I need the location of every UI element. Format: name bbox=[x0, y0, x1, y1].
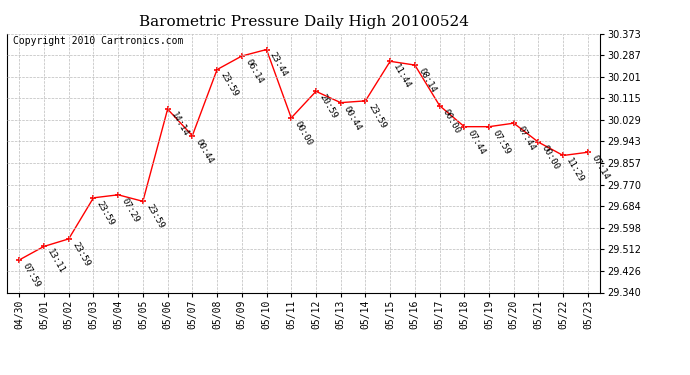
Text: 07:59: 07:59 bbox=[491, 128, 512, 156]
Text: 23:59: 23:59 bbox=[144, 203, 166, 231]
Text: 13:11: 13:11 bbox=[46, 248, 67, 276]
Text: 07:29: 07:29 bbox=[119, 196, 141, 224]
Text: 23:59: 23:59 bbox=[95, 199, 116, 227]
Text: 20:59: 20:59 bbox=[317, 93, 339, 120]
Text: 07:14: 07:14 bbox=[589, 154, 611, 182]
Text: 00:44: 00:44 bbox=[342, 104, 364, 132]
Text: 00:00: 00:00 bbox=[293, 119, 314, 147]
Text: 00:44: 00:44 bbox=[194, 137, 215, 165]
Text: 23:44: 23:44 bbox=[268, 51, 289, 79]
Text: Copyright 2010 Cartronics.com: Copyright 2010 Cartronics.com bbox=[13, 36, 184, 46]
Text: 23:59: 23:59 bbox=[219, 71, 239, 99]
Text: 11:44: 11:44 bbox=[391, 63, 413, 90]
Text: 07:44: 07:44 bbox=[466, 128, 487, 156]
Text: 11:29: 11:29 bbox=[564, 157, 586, 184]
Text: 07:44: 07:44 bbox=[515, 124, 536, 152]
Text: 14:14: 14:14 bbox=[169, 111, 190, 138]
Text: Barometric Pressure Daily High 20100524: Barometric Pressure Daily High 20100524 bbox=[139, 15, 469, 29]
Text: 23:59: 23:59 bbox=[70, 240, 91, 268]
Text: 00:00: 00:00 bbox=[540, 144, 561, 171]
Text: 07:59: 07:59 bbox=[21, 261, 42, 289]
Text: 23:59: 23:59 bbox=[367, 102, 388, 130]
Text: 00:00: 00:00 bbox=[441, 107, 462, 135]
Text: 08:14: 08:14 bbox=[416, 66, 437, 94]
Text: 06:14: 06:14 bbox=[243, 57, 264, 85]
